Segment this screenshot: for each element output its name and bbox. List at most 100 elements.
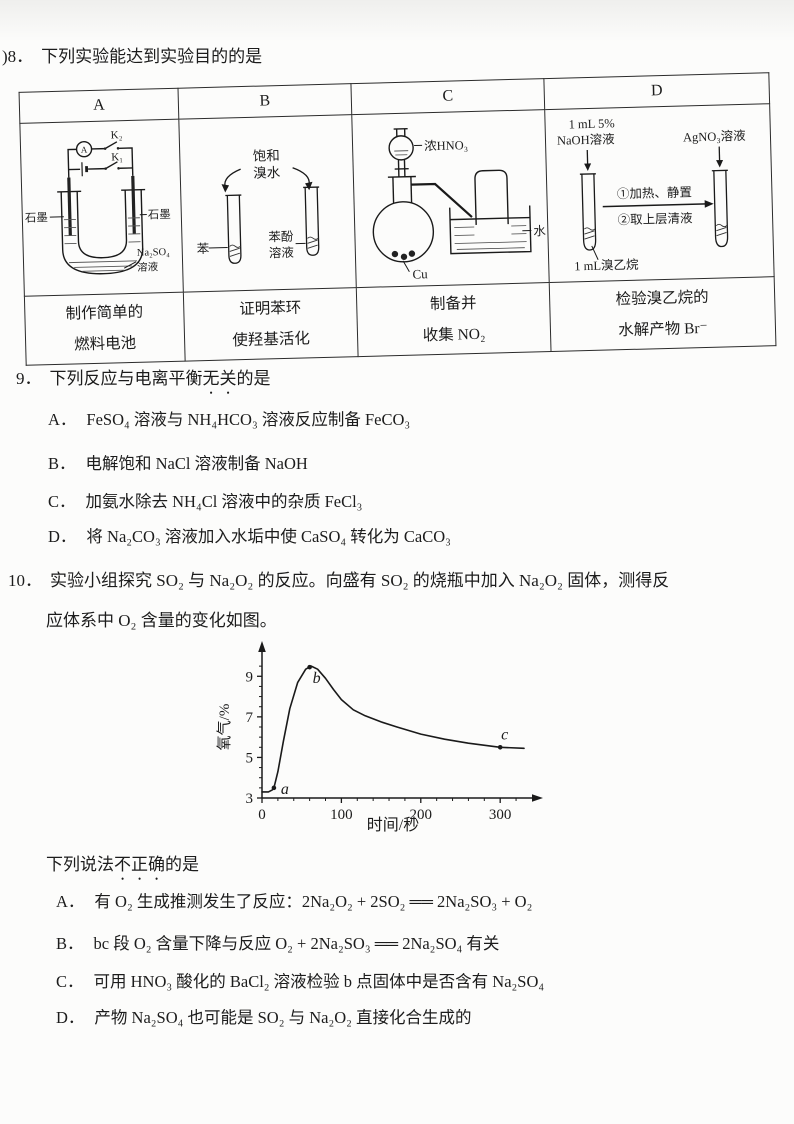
q10-substem-emphasis: 不正确: [114, 855, 165, 874]
q10-option-d: D． 产物 Na₂SO₄ 也可能是 SO₂ 与 Na₂O₂ 直接化合生成的: [56, 1008, 472, 1027]
purpose-cell-d: 检验溴乙烷的 水解产物 Br⁻: [549, 276, 776, 352]
graphite-electrode-right: [131, 175, 136, 234]
apparatus-cell-d: 1 mL 5% NaOH溶液 AgNO₃溶液: [544, 103, 775, 283]
svg-text:7: 7: [246, 710, 254, 726]
header-cell-a: A: [19, 88, 179, 124]
svg-text:3: 3: [246, 791, 254, 807]
svg-text:9: 9: [246, 669, 254, 685]
q10-number: 10．: [8, 571, 42, 590]
dropping-funnel-icon: [388, 135, 414, 161]
table-diagram-row: A K₂ K₁ 石墨 石墨 Na₂SO₄ 溶液 饱和 溴水: [19, 103, 775, 297]
svg-text:0: 0: [258, 807, 266, 823]
q9-option-a: A． FeSO₄ 溶液与 NH₄HCO₃ 溶液反应制备 FeCO₃: [48, 410, 411, 429]
q10-option-b: B． bc 段 O₂ 含量下降与反应 O₂ + 2Na₂SO₃ ══ 2Na₂SO…: [56, 934, 500, 953]
apparatus-cell-a: A K₂ K₁ 石墨 石墨 Na₂SO₄ 溶液: [19, 119, 184, 297]
naoh-label-1: 1 mL 5%: [568, 116, 614, 131]
header-cell-b: B: [178, 83, 352, 120]
q10-stem-line2: 应体系中 O₂ 含量的变化如图。: [46, 611, 277, 630]
water-trough: [449, 205, 532, 255]
arrow-to-right-tube: [292, 167, 310, 185]
naoh-label-2: NaOH溶液: [557, 131, 616, 148]
purpose-cell-a: 制作简单的 燃料电池: [24, 292, 186, 366]
switch-k2-label: K₂: [111, 129, 123, 141]
collection-bottle-icon: [474, 169, 509, 225]
header-cell-c: C: [350, 78, 545, 115]
q9-number: 9．: [16, 369, 42, 388]
ammeter-label: A: [81, 145, 88, 155]
purpose-d-line2: 水解产物 Br⁻: [617, 319, 708, 340]
q9-stem-emphasis: 无关: [202, 369, 237, 388]
tube-liquid: [229, 236, 319, 257]
purpose-c-line2: 收集 NO₂: [422, 325, 486, 345]
svg-text:a: a: [281, 781, 289, 798]
q10-substem-post: 的是: [165, 855, 199, 874]
svg-text:b: b: [313, 670, 321, 687]
water-hatching: [394, 150, 527, 250]
q10-substem: 下列说法不正确的是: [46, 850, 199, 884]
o2-chart-svg: 3 5 7 9 0 100 200 300 a b c 时间/秒 氧气/%: [216, 641, 543, 834]
arrow-to-left-tube: [224, 168, 241, 187]
no2-preparation-diagram: 浓HNO₃ Cu 水: [372, 128, 547, 282]
tube-liquid: [584, 223, 728, 240]
o2-content-chart: 3 5 7 9 0 100 200 300 a b c 时间/秒 氧气/%: [212, 632, 562, 837]
phenol-label-1: 苯酚: [268, 230, 294, 245]
bromine-water-test-diagram: 饱和 溴水: [197, 148, 320, 264]
q8-stem-text: 下列实验能达到实验目的的是: [41, 47, 263, 66]
purpose-cell-b: 证明苯环 使羟基活化: [183, 287, 359, 362]
question-9-stem: 9． 下列反应与电离平衡无关的是: [16, 364, 271, 398]
svg-text:氧气/%: 氧气/%: [216, 704, 233, 751]
q10-option-c: C． 可用 HNO₃ 酸化的 BaCl₂ 溶液检验 b 点固体中是否含有 Na₂S…: [56, 972, 545, 991]
svg-text:5: 5: [246, 750, 254, 766]
q10-stem-line1: 实验小组探究 SO₂ 与 Na₂O₂ 的反应。向盛有 SO₂ 的烧瓶中加入 Na…: [50, 571, 670, 590]
q8-experiment-table: A B C D: [18, 72, 777, 366]
question-10-stem: 10． 实验小组探究 SO₂ 与 Na₂O₂ 的反应。向盛有 SO₂ 的烧瓶中加入…: [8, 566, 669, 591]
q9-option-c: C． 加氨水除去 NH₄Cl 溶液中的杂质 FeCl₃: [48, 492, 363, 511]
bromoethane-label: 1 mL溴乙烷: [574, 258, 639, 274]
apparatus-cell-c: 浓HNO₃ Cu 水: [351, 109, 550, 288]
water-label: 水: [533, 224, 546, 238]
q9-option-b: B． 电解饱和 NaCl 溶液制备 NaOH: [48, 454, 308, 473]
process-arrow: [602, 203, 707, 208]
question-8-stem: )8． 下列实验能达到实验目的的是: [2, 42, 262, 67]
q9-stem-post: 的是: [236, 369, 271, 388]
graphite-right-label: 石墨: [148, 208, 171, 222]
q9-stem-pre: 下列反应与电离平衡: [49, 369, 203, 388]
solution-hatching: [63, 217, 141, 272]
copper-pieces: [391, 250, 416, 261]
step1-label: ①加热、静置: [617, 185, 692, 201]
q10-substem-pre: 下列说法: [46, 855, 114, 874]
q9-option-d: D．将 Na₂CO₃ 溶液加入水垢中使 CaSO₄ 转化为 CaCO₃: [48, 527, 451, 546]
svg-text:c: c: [501, 726, 508, 743]
cu-label: Cu: [412, 266, 428, 281]
round-flask-icon: [372, 201, 435, 263]
bromine-water-label-1: 饱和: [253, 148, 280, 164]
utube-electrolysis-diagram: A K₂ K₁ 石墨 石墨 Na₂SO₄ 溶液: [25, 129, 171, 275]
switch-k1-label: K₁: [111, 151, 123, 163]
step2-label: ②取上层清液: [617, 210, 693, 227]
svg-text:时间/秒: 时间/秒: [367, 816, 419, 834]
graphite-left-label: 石墨: [25, 211, 48, 225]
purpose-c-line1: 制备并: [429, 294, 477, 314]
q10-option-a: A．有 O₂ 生成推测发生了反应：2Na₂O₂ + 2SO₂ ══ 2Na₂SO…: [56, 892, 533, 911]
q8-number: )8．: [2, 47, 34, 66]
svg-text:100: 100: [330, 807, 353, 823]
purpose-cell-c: 制备并 收集 NO₂: [356, 282, 552, 357]
svg-text:200: 200: [410, 807, 433, 823]
solution-word-label: 溶液: [137, 260, 159, 274]
u-tube-outline: [60, 189, 144, 275]
purpose-a-line2: 燃料电池: [73, 334, 137, 354]
phenol-label-2: 溶液: [269, 245, 295, 261]
purpose-b-line1: 证明苯环: [239, 299, 302, 319]
hydrolysis-test-diagram: 1 mL 5% NaOH溶液 AgNO₃溶液: [557, 116, 747, 274]
benzene-label: 苯: [197, 242, 210, 256]
apparatus-cell-b: 饱和 溴水: [178, 114, 357, 293]
bromine-water-label-2: 溴水: [253, 165, 281, 181]
agno3-label: AgNO₃溶液: [683, 128, 747, 145]
purpose-b-line2: 使羟基活化: [232, 330, 311, 350]
conc-hno3-label: 浓HNO₃: [424, 138, 468, 153]
na2so4-label: Na₂SO₄: [137, 247, 171, 259]
purpose-a-line1: 制作简单的: [65, 303, 144, 323]
svg-text:300: 300: [489, 807, 512, 823]
delivery-tube: [411, 182, 473, 218]
